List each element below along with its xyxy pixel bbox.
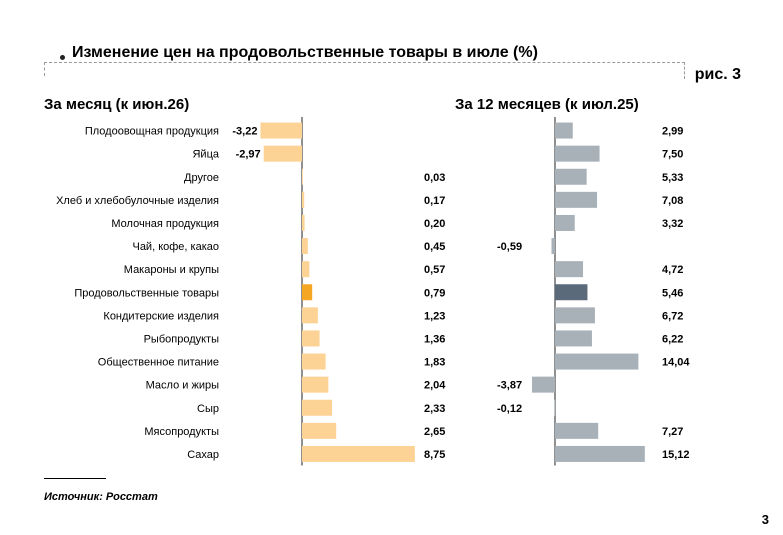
year-value-label: 7,27 xyxy=(662,426,683,438)
year-bar xyxy=(555,307,595,324)
source-divider xyxy=(44,478,106,479)
month-value-label: -3,22 xyxy=(232,126,257,138)
year-bar xyxy=(532,376,555,393)
category-label: Хлеб и хлебобулочные изделия xyxy=(56,195,219,207)
category-label: Сахар xyxy=(187,449,219,461)
month-bar xyxy=(302,284,313,301)
month-value-label: 1,23 xyxy=(424,310,445,322)
title-frame-left xyxy=(44,62,45,76)
bullet-dot-icon xyxy=(60,55,65,60)
year-bar xyxy=(555,122,573,139)
year-value-label: 7,08 xyxy=(662,195,683,207)
year-value-label: 4,72 xyxy=(662,264,683,276)
month-bar xyxy=(302,399,333,416)
month-value-label: 2,33 xyxy=(424,403,445,415)
year-bar xyxy=(555,261,584,278)
year-value-label: 14,04 xyxy=(662,357,690,369)
figure-label: рис. 3 xyxy=(694,66,741,83)
category-label: Сыр xyxy=(197,403,219,415)
year-bar xyxy=(555,353,639,370)
month-bar xyxy=(302,445,415,462)
category-label: Кондитерские изделия xyxy=(103,310,219,322)
month-bar xyxy=(302,376,329,393)
category-label: Макароны и крупы xyxy=(124,264,219,276)
year-value-label: 6,22 xyxy=(662,333,683,345)
year-bar xyxy=(555,191,598,208)
month-bar xyxy=(302,168,303,185)
year-value-label: 2,99 xyxy=(662,126,683,138)
year-value-label: 5,33 xyxy=(662,172,683,184)
month-value-label: 0,45 xyxy=(424,241,445,253)
category-label: Молочная продукция xyxy=(111,218,219,230)
month-bar xyxy=(260,122,302,139)
title-frame xyxy=(44,62,685,79)
month-value-label: 0,03 xyxy=(424,172,445,184)
year-value-label: 15,12 xyxy=(662,449,690,461)
category-label: Продовольственные товары xyxy=(74,287,219,299)
year-bar xyxy=(551,238,555,255)
month-bar xyxy=(302,261,310,278)
year-value-label: 6,72 xyxy=(662,310,683,322)
month-bar xyxy=(302,422,337,439)
year-bar xyxy=(555,445,645,462)
year-value-label: -0,12 xyxy=(497,403,522,415)
month-bar xyxy=(302,307,318,324)
category-label: Масло и жиры xyxy=(146,380,219,392)
page-number: 3 xyxy=(761,512,769,527)
month-bar xyxy=(302,238,308,255)
month-value-label: 0,57 xyxy=(424,264,445,276)
year-bar xyxy=(555,284,588,301)
year-bar xyxy=(555,330,592,347)
month-value-label: 2,04 xyxy=(424,380,446,392)
year-bar xyxy=(555,214,575,231)
month-bar xyxy=(302,330,320,347)
category-label: Другое xyxy=(184,172,219,184)
year-panel-title: За 12 месяцев (к июл.25) xyxy=(455,96,639,113)
year-bar xyxy=(555,168,587,185)
year-bar xyxy=(555,422,599,439)
category-label: Чай, кофе, какао xyxy=(132,241,219,253)
month-panel-title: За месяц (к июн.26) xyxy=(44,96,190,113)
month-value-label: 1,36 xyxy=(424,333,445,345)
category-label: Общественное питание xyxy=(98,357,219,369)
year-bar xyxy=(555,145,600,162)
month-value-label: -2,97 xyxy=(236,149,261,161)
month-value-label: 2,65 xyxy=(424,426,445,438)
year-value-label: 3,32 xyxy=(662,218,683,230)
category-label: Яйца xyxy=(192,149,219,161)
month-value-label: 0,17 xyxy=(424,195,445,207)
month-bar xyxy=(302,353,326,370)
month-bar xyxy=(263,145,302,162)
month-bar xyxy=(302,214,305,231)
year-bar xyxy=(554,399,556,416)
year-value-label: 7,50 xyxy=(662,149,683,161)
source-note: Источник: Росстат xyxy=(44,491,158,503)
category-label: Рыбопродукты xyxy=(144,333,220,345)
year-value-label: -0,59 xyxy=(497,241,522,253)
chart-title: Изменение цен на продовольственные товар… xyxy=(72,44,538,61)
month-value-label: 1,83 xyxy=(424,357,445,369)
year-value-label: 5,46 xyxy=(662,287,683,299)
category-label: Мясопродукты xyxy=(144,426,219,438)
month-bar xyxy=(302,191,305,208)
year-value-label: -3,87 xyxy=(497,380,522,392)
month-value-label: 0,20 xyxy=(424,218,445,230)
month-value-label: 8,75 xyxy=(424,449,445,461)
month-value-label: 0,79 xyxy=(424,287,445,299)
category-label: Плодоовощная продукция xyxy=(85,126,219,138)
